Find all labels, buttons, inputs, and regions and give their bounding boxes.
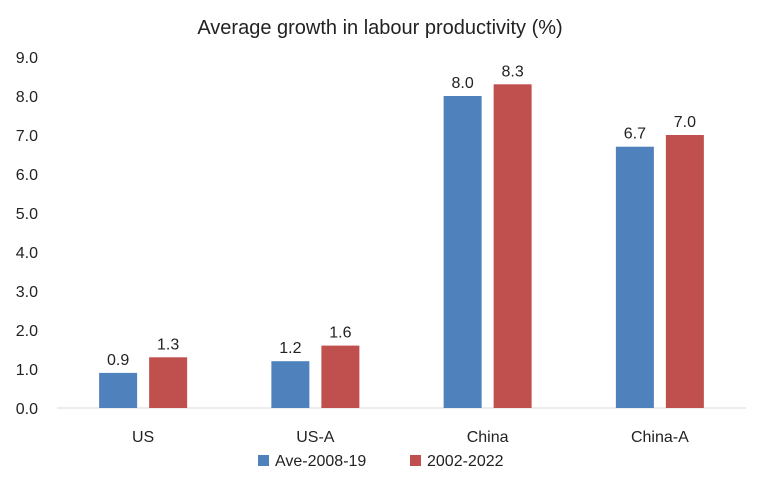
y-tick-label: 1.0	[16, 362, 38, 379]
data-label: 8.3	[502, 63, 524, 80]
y-tick-label: 9.0	[16, 50, 38, 67]
x-tick-label: US	[132, 429, 154, 446]
y-tick-label: 4.0	[16, 245, 38, 262]
y-tick-label: 2.0	[16, 323, 38, 340]
legend-swatch	[258, 455, 269, 466]
chart-title: Average growth in labour productivity (%…	[197, 17, 562, 39]
y-tick-label: 7.0	[16, 128, 38, 145]
bar-ave-2008-19-china	[443, 96, 482, 408]
bar-2002-2022-china-a	[665, 135, 704, 408]
bar-2002-2022-us	[149, 357, 188, 408]
legend-swatch	[410, 455, 421, 466]
y-tick-label: 8.0	[16, 89, 38, 106]
y-tick-label: 0.0	[16, 401, 38, 418]
data-label: 1.2	[279, 340, 301, 357]
y-tick-label: 5.0	[16, 206, 38, 223]
data-label: 6.7	[624, 126, 646, 143]
legend-label: Ave-2008-19	[275, 453, 366, 470]
bar-ave-2008-19-china-a	[615, 146, 654, 408]
bar-2002-2022-us-a	[321, 345, 360, 408]
y-tick-label: 3.0	[16, 284, 38, 301]
legend-label: 2002-2022	[427, 453, 504, 470]
x-tick-label: China	[467, 429, 509, 446]
bar-ave-2008-19-us	[99, 372, 138, 408]
x-tick-label: US-A	[296, 429, 335, 446]
bar-ave-2008-19-us-a	[271, 361, 310, 408]
data-label: 0.9	[107, 352, 129, 369]
data-label: 1.3	[157, 336, 179, 353]
x-tick-label: China-A	[631, 429, 689, 446]
legend: Ave-2008-19 2002-2022	[258, 453, 504, 470]
data-label: 8.0	[452, 75, 474, 92]
data-label: 1.6	[329, 325, 351, 342]
x-axis: US US-A China China-A	[57, 407, 746, 446]
y-axis: 0.0 1.0 2.0 3.0 4.0 5.0 6.0 7.0 8.0 9.0	[16, 50, 38, 418]
data-label: 7.0	[674, 114, 696, 131]
bars-group: 0.9 1.3 1.2 1.6 8.0 8.3 6.7 7.0	[99, 63, 704, 409]
y-tick-label: 6.0	[16, 167, 38, 184]
bar-2002-2022-china	[493, 84, 532, 409]
